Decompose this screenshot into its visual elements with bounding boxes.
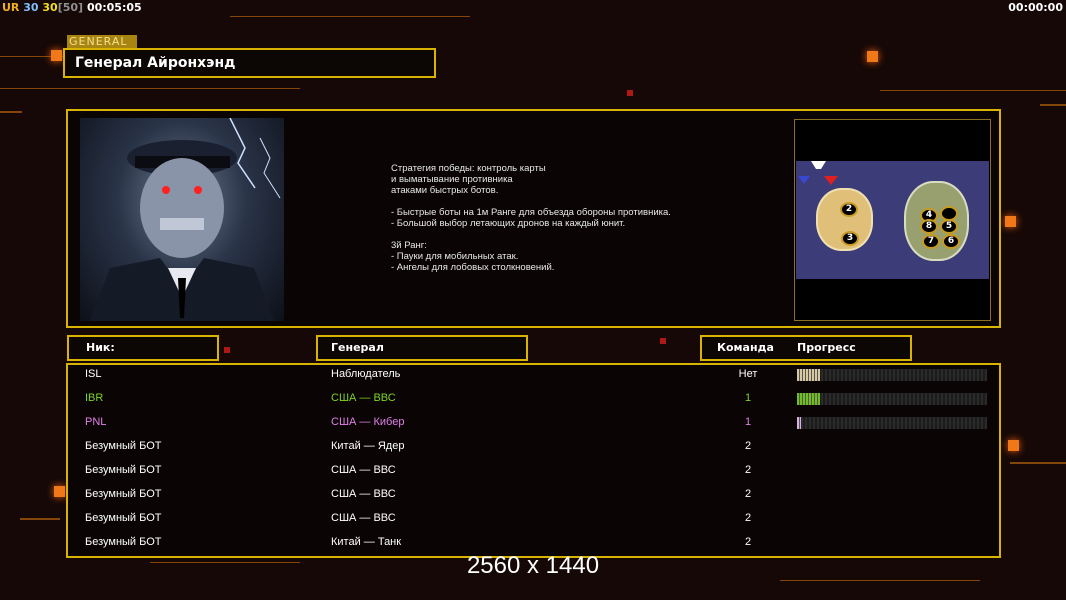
table-row[interactable]: PNL США — Кибер 1 bbox=[66, 413, 1001, 437]
deco-square bbox=[54, 486, 65, 497]
map-water: 2 3 4 8 5 7 6 bbox=[796, 161, 989, 279]
player-general: США — ВВС bbox=[331, 488, 396, 500]
unit-cap: [50] bbox=[57, 1, 84, 14]
table-row[interactable]: Безумный БОТ США — ВВС 2 bbox=[66, 485, 1001, 509]
title-box: Генерал Айронхэнд bbox=[63, 48, 436, 78]
deco-square bbox=[1008, 440, 1019, 451]
resource-value: 30 bbox=[23, 1, 39, 14]
deco-square bbox=[660, 338, 666, 344]
page-title: Генерал Айронхэнд bbox=[75, 55, 236, 71]
deco-line bbox=[0, 111, 22, 113]
player-team: Нет bbox=[738, 368, 758, 380]
progress-bar bbox=[797, 393, 987, 405]
camera-markers-icon bbox=[798, 161, 838, 185]
player-team: 2 bbox=[744, 488, 752, 500]
portrait-image bbox=[90, 118, 281, 321]
table-row[interactable]: Безумный БОТ США — ВВС 2 bbox=[66, 509, 1001, 533]
header-team-label: Команда bbox=[717, 341, 774, 354]
map-start-slot: 6 bbox=[942, 234, 960, 249]
resolution-label: 2560 x 1440 bbox=[466, 552, 600, 579]
deco-line bbox=[230, 16, 470, 17]
player-general: Китай — Танк bbox=[331, 536, 402, 548]
map-island-east bbox=[904, 181, 969, 261]
header-team-progress: Команда Прогресс bbox=[700, 335, 912, 361]
player-nick: ISL bbox=[85, 368, 102, 380]
player-team: 2 bbox=[744, 464, 752, 476]
deco-line bbox=[880, 90, 1066, 91]
player-nick: Безумный БОТ bbox=[85, 440, 162, 452]
map-start-slot: 7 bbox=[922, 234, 940, 249]
player-nick: Безумный БОТ bbox=[85, 536, 162, 548]
table-row[interactable]: ISL Наблюдатель Нет bbox=[66, 365, 1001, 389]
table-row[interactable]: Безумный БОТ Китай — Танк 2 bbox=[66, 533, 1001, 557]
player-nick: Безумный БОТ bbox=[85, 464, 162, 476]
progress-fill bbox=[797, 369, 820, 381]
player-general: США — ВВС bbox=[331, 512, 396, 524]
progress-bar bbox=[797, 369, 987, 381]
map-start-slot: 3 bbox=[841, 231, 859, 246]
map-start-slot: 8 bbox=[920, 219, 938, 234]
player-nick: IBR bbox=[85, 392, 104, 404]
table-row[interactable]: Безумный БОТ Китай — Ядер 2 bbox=[66, 437, 1001, 461]
deco-square bbox=[867, 51, 878, 62]
deco-line bbox=[0, 88, 300, 89]
progress-bar bbox=[797, 417, 987, 429]
header-nick-label: Ник: bbox=[86, 341, 115, 354]
players-rows: ISL Наблюдатель Нет IBR США — ВВС 1 PNL СШ… bbox=[66, 363, 1001, 558]
deco-square bbox=[224, 347, 230, 353]
right-timer: 00:00:00 bbox=[1008, 1, 1063, 14]
deco-square bbox=[51, 50, 62, 61]
faction-label: UR bbox=[2, 1, 20, 14]
unit-count: 30 bbox=[42, 1, 58, 14]
general-tag: GENERAL bbox=[67, 35, 137, 48]
deco-line bbox=[780, 580, 980, 581]
player-general: США — ВВС bbox=[331, 464, 396, 476]
deco-line bbox=[150, 562, 300, 563]
player-nick: Безумный БОТ bbox=[85, 488, 162, 500]
player-team: 1 bbox=[744, 416, 752, 428]
header-general: Генерал bbox=[316, 335, 528, 361]
header-progress-label: Прогресс bbox=[797, 341, 856, 354]
progress-fill bbox=[797, 393, 820, 405]
deco-line bbox=[20, 518, 60, 520]
map-start-slot: 5 bbox=[940, 219, 958, 234]
player-general: США — Кибер bbox=[331, 416, 405, 428]
player-general: Наблюдатель bbox=[331, 368, 401, 380]
strategy-description: Стратегия победы: контроль карты и вымат… bbox=[391, 163, 671, 273]
progress-fill bbox=[797, 417, 801, 429]
player-team: 2 bbox=[744, 536, 752, 548]
table-row[interactable]: IBR США — ВВС 1 bbox=[66, 389, 1001, 413]
player-general: США — ВВС bbox=[331, 392, 396, 404]
player-nick: Безумный БОТ bbox=[85, 512, 162, 524]
header-general-label: Генерал bbox=[331, 341, 384, 354]
map-preview[interactable]: 2 3 4 8 5 7 6 bbox=[794, 119, 991, 321]
player-team: 1 bbox=[744, 392, 752, 404]
deco-line bbox=[1010, 462, 1066, 464]
player-general: Китай — Ядер bbox=[331, 440, 405, 452]
game-timer: 00:05:05 bbox=[86, 1, 142, 14]
status-bar: UR 30 30[50] 00:05:05 bbox=[2, 1, 142, 14]
player-team: 2 bbox=[744, 512, 752, 524]
table-row[interactable]: Безумный БОТ США — ВВС 2 bbox=[66, 461, 1001, 485]
header-nick: Ник: bbox=[67, 335, 219, 361]
deco-line bbox=[1040, 104, 1066, 106]
deco-square bbox=[627, 90, 633, 96]
player-nick: PNL bbox=[85, 416, 107, 428]
map-start-slot: 2 bbox=[840, 202, 858, 217]
player-team: 2 bbox=[744, 440, 752, 452]
deco-square bbox=[1005, 216, 1016, 227]
general-portrait bbox=[80, 118, 284, 321]
